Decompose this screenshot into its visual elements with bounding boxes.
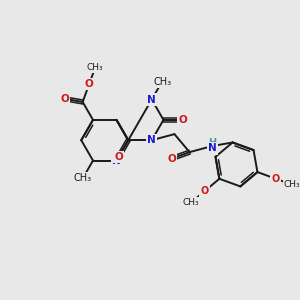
Text: O: O: [85, 79, 94, 89]
Text: O: O: [60, 94, 69, 104]
Text: CH₃: CH₃: [183, 198, 200, 207]
Text: CH₃: CH₃: [284, 180, 300, 189]
Text: O: O: [178, 115, 187, 125]
Text: N: N: [147, 94, 156, 104]
Text: O: O: [200, 186, 209, 196]
Text: H: H: [208, 138, 216, 148]
Text: CH₃: CH₃: [153, 76, 171, 87]
Text: O: O: [114, 152, 123, 162]
Text: O: O: [272, 174, 280, 184]
Text: O: O: [167, 154, 176, 164]
Text: CH₃: CH₃: [74, 173, 92, 184]
Text: N: N: [147, 135, 156, 145]
Text: N: N: [208, 143, 217, 154]
Text: CH₃: CH₃: [87, 63, 104, 72]
Text: N: N: [112, 156, 121, 166]
